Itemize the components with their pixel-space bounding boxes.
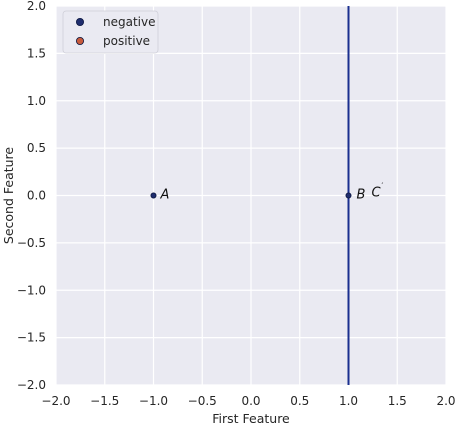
x-tick-label: −0.5 bbox=[188, 394, 217, 408]
y-tick-label: 1.5 bbox=[27, 46, 46, 60]
y-tick-label: −2.0 bbox=[17, 378, 46, 392]
y-tick-label: 0.0 bbox=[27, 189, 46, 203]
x-tick-label: −2.0 bbox=[41, 394, 70, 408]
legend-label-positive: positive bbox=[103, 34, 150, 48]
annotation-a: A bbox=[160, 188, 170, 203]
x-axis-ticks: −2.0 −1.5 −1.0 −0.5 0.0 0.5 1.0 1.5 2.0 bbox=[41, 394, 455, 408]
y-tick-label: −1.5 bbox=[17, 331, 46, 345]
y-axis-label: Second Feature bbox=[1, 147, 16, 245]
legend-marker-positive bbox=[76, 37, 85, 46]
y-axis-ticks: −2.0 −1.5 −1.0 −0.5 0.0 0.5 1.0 1.5 2.0 bbox=[17, 0, 46, 392]
y-tick-label: 1.0 bbox=[27, 94, 46, 108]
legend-marker-negative bbox=[76, 17, 85, 26]
data-point-negative bbox=[150, 192, 157, 199]
legend: negative positive bbox=[62, 10, 159, 54]
x-tick-label: 1.5 bbox=[388, 394, 407, 408]
y-tick-label: 0.5 bbox=[27, 141, 46, 155]
y-tick-label: −1.0 bbox=[17, 283, 46, 297]
legend-label-negative: negative bbox=[103, 15, 155, 29]
x-tick-label: −1.0 bbox=[139, 394, 168, 408]
legend-box bbox=[62, 10, 159, 54]
annotation-c: C bbox=[372, 186, 382, 201]
x-tick-label: 2.0 bbox=[436, 394, 455, 408]
annotation-b: B bbox=[357, 188, 366, 203]
y-tick-label: 2.0 bbox=[27, 0, 46, 13]
y-tick-label: −0.5 bbox=[17, 236, 46, 250]
data-point-negative bbox=[345, 192, 352, 199]
annotation-c-prime: ′ bbox=[382, 182, 384, 191]
point-annotations: A B C ′ bbox=[160, 182, 384, 203]
x-tick-label: 0.0 bbox=[241, 394, 260, 408]
x-tick-label: 1.0 bbox=[339, 394, 358, 408]
grid bbox=[55, 5, 447, 386]
x-tick-label: −1.5 bbox=[90, 394, 119, 408]
x-axis-label: First Feature bbox=[212, 411, 290, 424]
data-points bbox=[150, 192, 352, 199]
x-tick-label: 0.5 bbox=[290, 394, 309, 408]
